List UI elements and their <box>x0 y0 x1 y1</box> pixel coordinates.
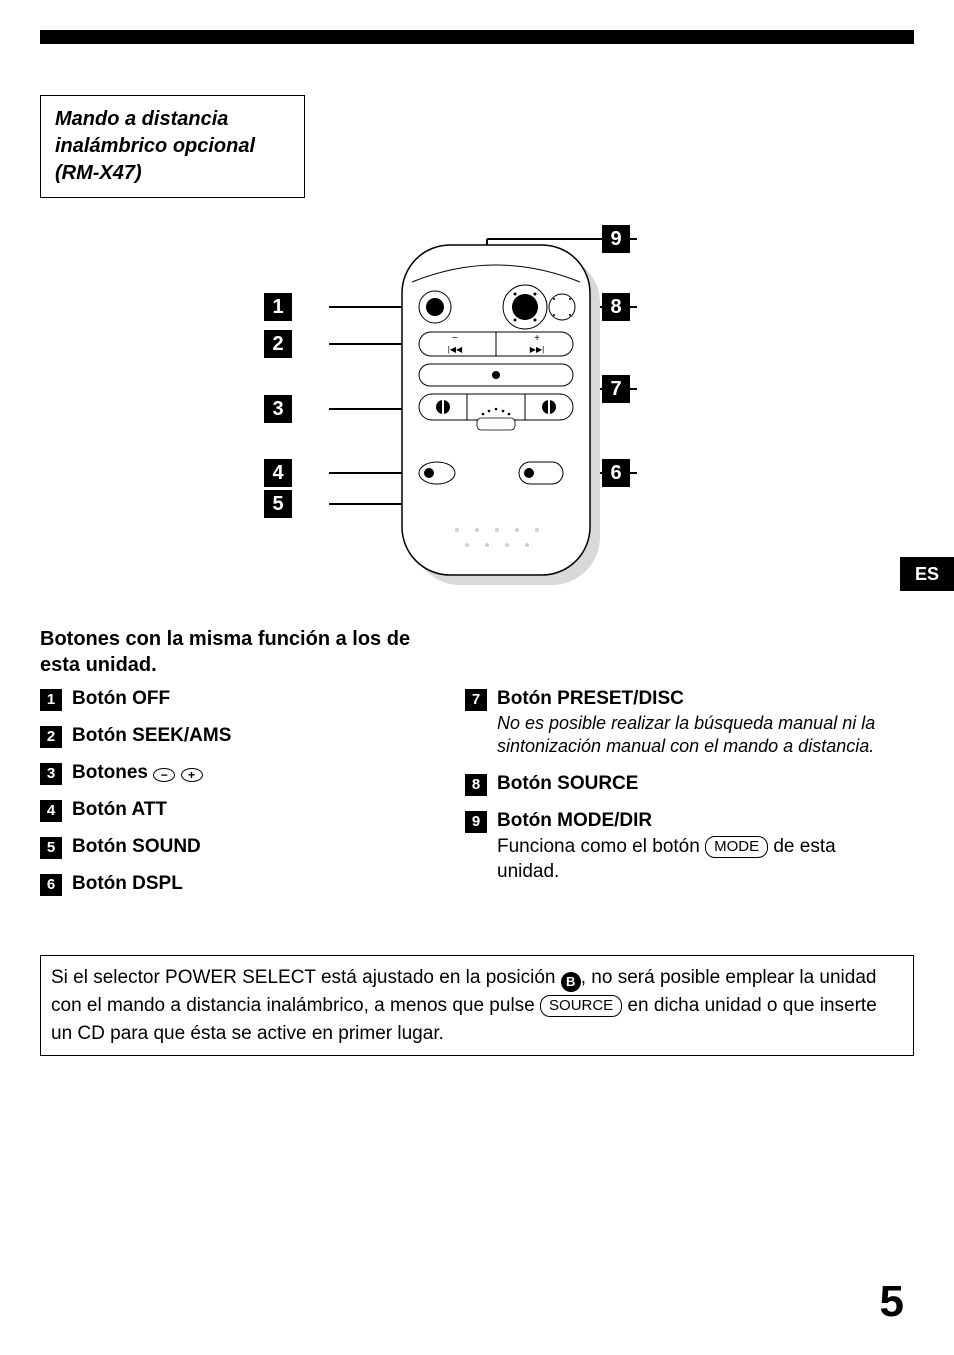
num-badge: 1 <box>40 689 62 711</box>
callout-9: 9 <box>602 225 630 253</box>
list-item: 4 Botón ATT <box>40 799 445 822</box>
num-badge: 8 <box>465 774 487 796</box>
key-mode: MODE <box>705 836 768 858</box>
list-item: 6 Botón DSPL <box>40 873 445 896</box>
item-note: Funciona como el botón MODE de esta unid… <box>497 834 897 885</box>
remote-svg: − + |◀◀ ▶▶| <box>167 200 787 590</box>
list-item: 8 Botón SOURCE <box>465 773 905 796</box>
item-body: Botón PRESET/DISCNo es posible realizar … <box>497 688 897 759</box>
callout-4: 4 <box>264 459 292 487</box>
list-item: 2 Botón SEEK/AMS <box>40 725 445 748</box>
item-body: Botón OFF <box>72 688 437 710</box>
item-body: Botón DSPL <box>72 873 437 895</box>
num-badge: 4 <box>40 800 62 822</box>
footer-circ-b: B <box>561 972 581 992</box>
footer-note: Si el selector POWER SELECT está ajustad… <box>40 955 914 1056</box>
callout-3: 3 <box>264 395 292 423</box>
item-body: Botón SOUND <box>72 836 437 858</box>
item-title: Botón DSPL <box>72 873 437 895</box>
item-body: Botón MODE/DIRFunciona como el botón MOD… <box>497 810 897 885</box>
num-badge: 7 <box>465 689 487 711</box>
item-title: Botón OFF <box>72 688 437 710</box>
item-note: No es posible realizar la búsqueda manua… <box>497 712 897 759</box>
top-rule <box>40 30 914 44</box>
list-item: 1 Botón OFF <box>40 688 445 711</box>
num-badge: 3 <box>40 763 62 785</box>
item-title: Botón SEEK/AMS <box>72 725 437 747</box>
callout-8: 8 <box>602 293 630 321</box>
callout-6: 6 <box>602 459 630 487</box>
item-body: Botón SEEK/AMS <box>72 725 437 747</box>
language-tab: ES <box>900 557 954 591</box>
item-body: Botón ATT <box>72 799 437 821</box>
item-title: Botón PRESET/DISC <box>497 688 897 710</box>
page-number: 5 <box>880 1277 904 1327</box>
title-line1: Mando a distancia <box>55 108 228 130</box>
list-item: 5 Botón SOUND <box>40 836 445 859</box>
item-body: Botones − + <box>72 762 437 784</box>
list-item: 9 Botón MODE/DIRFunciona como el botón MO… <box>465 810 905 885</box>
item-title: Botón ATT <box>72 799 437 821</box>
item-title: Botón SOUND <box>72 836 437 858</box>
num-badge: 9 <box>465 811 487 833</box>
callout-5: 5 <box>264 490 292 518</box>
num-badge: 6 <box>40 874 62 896</box>
title-box: Mando a distancia inalámbrico opcional (… <box>40 95 305 198</box>
callout-1: 1 <box>264 293 292 321</box>
item-title: Botón MODE/DIR <box>497 810 897 832</box>
list-col-left: 1 Botón OFF 2 Botón SEEK/AMS 3 Botones − + 4 Bo… <box>40 688 445 910</box>
footer-part1: Si el selector POWER SELECT está ajustad… <box>51 967 561 988</box>
svg-text:−: − <box>452 333 458 344</box>
item-body: Botón SOURCE <box>497 773 897 795</box>
list-col-right: 7 Botón PRESET/DISCNo es posible realizar… <box>465 688 905 899</box>
item-title: Botones − + <box>72 762 437 784</box>
item-title: Botón SOURCE <box>497 773 897 795</box>
callout-7: 7 <box>602 375 630 403</box>
svg-text:|◀◀: |◀◀ <box>448 345 463 354</box>
remote-diagram: 1 2 3 4 5 9 8 7 6 <box>0 200 954 590</box>
footer-key-source: SOURCE <box>540 995 622 1017</box>
svg-text:+: + <box>534 333 540 344</box>
num-badge: 5 <box>40 837 62 859</box>
title-line2: inalámbrico opcional <box>55 135 255 157</box>
callout-2: 2 <box>264 330 292 358</box>
list-item: 7 Botón PRESET/DISCNo es posible realizar… <box>465 688 905 759</box>
svg-text:▶▶|: ▶▶| <box>530 345 544 354</box>
list-item: 3 Botones − + <box>40 762 445 785</box>
title-line3: (RM-X47) <box>55 162 142 184</box>
num-badge: 2 <box>40 726 62 748</box>
section-heading: Botones con la misma función a los de es… <box>40 626 440 678</box>
